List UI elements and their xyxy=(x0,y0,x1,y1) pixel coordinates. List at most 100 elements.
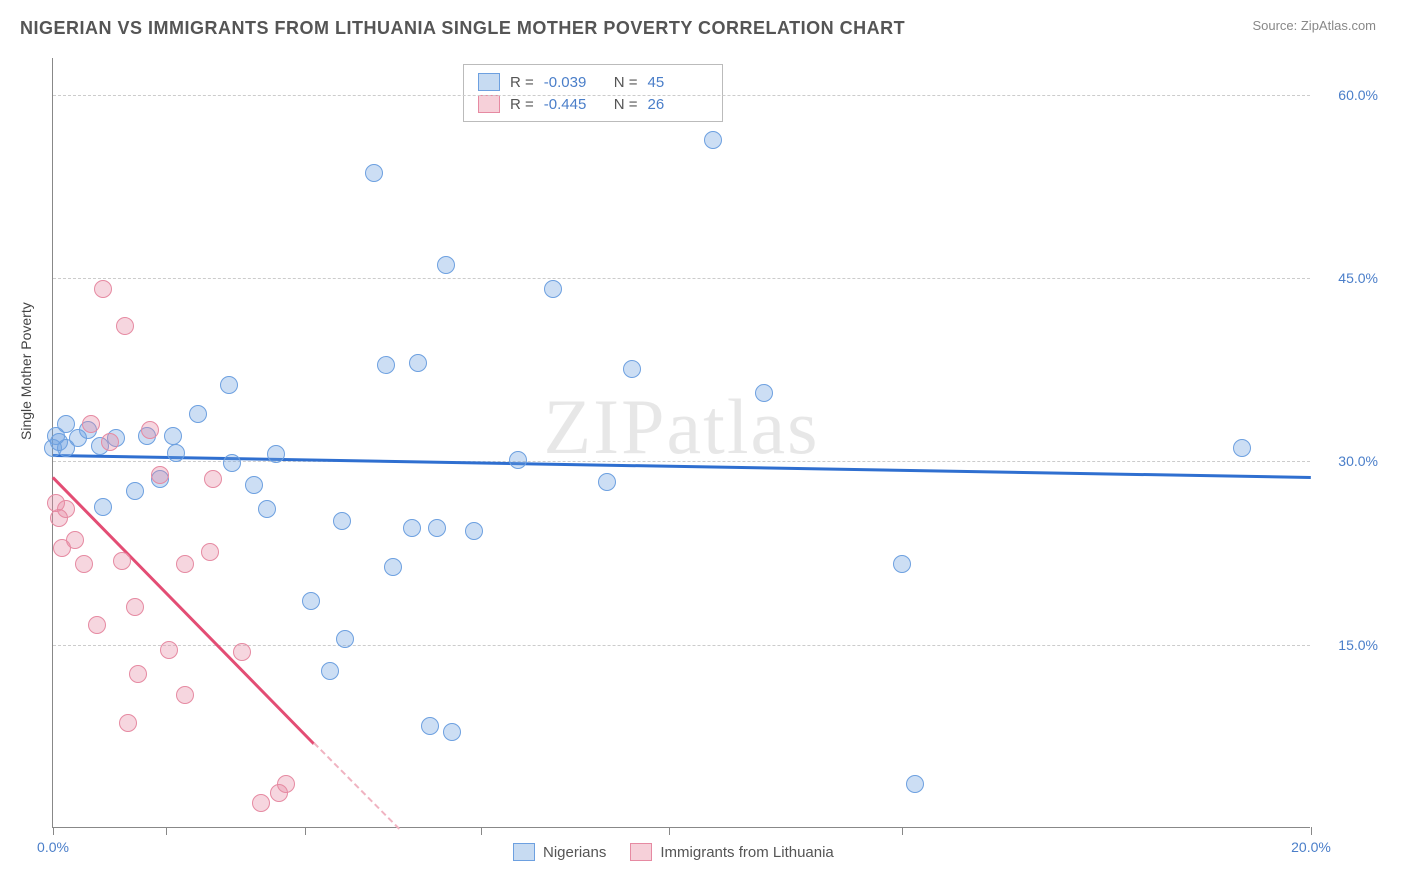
data-point xyxy=(113,552,131,570)
data-point xyxy=(252,794,270,812)
data-point xyxy=(66,531,84,549)
y-tick-label: 45.0% xyxy=(1338,270,1378,286)
source-label: Source: ZipAtlas.com xyxy=(1252,18,1376,33)
data-point xyxy=(201,543,219,561)
r-value: -0.039 xyxy=(544,74,604,91)
data-point xyxy=(377,356,395,374)
data-point xyxy=(220,376,238,394)
data-point xyxy=(1233,439,1251,457)
data-point xyxy=(544,280,562,298)
data-point xyxy=(164,427,182,445)
data-point xyxy=(94,498,112,516)
data-point xyxy=(409,354,427,372)
data-point xyxy=(465,522,483,540)
data-point xyxy=(245,476,263,494)
x-tick-label: 0.0% xyxy=(37,839,69,855)
x-tick-label: 20.0% xyxy=(1291,839,1331,855)
chart-container: ZIPatlas R = -0.039 N = 45 R = -0.445 N … xyxy=(52,58,1382,828)
corr-row-1: R = -0.445 N = 26 xyxy=(478,93,708,115)
grid-line xyxy=(53,461,1310,462)
grid-line xyxy=(53,95,1310,96)
swatch-icon xyxy=(513,843,535,861)
regression-line xyxy=(52,476,315,744)
data-point xyxy=(75,555,93,573)
data-point xyxy=(94,280,112,298)
data-point xyxy=(384,558,402,576)
x-tick xyxy=(53,827,54,835)
data-point xyxy=(126,482,144,500)
x-tick xyxy=(305,827,306,835)
data-point xyxy=(88,616,106,634)
data-point xyxy=(333,512,351,530)
data-point xyxy=(906,775,924,793)
x-tick xyxy=(481,827,482,835)
r-label: R = xyxy=(510,74,534,91)
watermark: ZIPatlas xyxy=(544,382,820,472)
x-tick xyxy=(669,827,670,835)
data-point xyxy=(119,714,137,732)
data-point xyxy=(598,473,616,491)
corr-row-0: R = -0.039 N = 45 xyxy=(478,71,708,93)
legend-label: Immigrants from Lithuania xyxy=(660,844,833,861)
data-point xyxy=(160,641,178,659)
data-point xyxy=(223,454,241,472)
data-point xyxy=(189,405,207,423)
data-point xyxy=(167,444,185,462)
data-point xyxy=(176,555,194,573)
y-tick-label: 30.0% xyxy=(1338,453,1378,469)
data-point xyxy=(176,686,194,704)
data-point xyxy=(258,500,276,518)
regression-line xyxy=(53,454,1311,478)
data-point xyxy=(126,598,144,616)
data-point xyxy=(267,445,285,463)
data-point xyxy=(141,421,159,439)
data-point xyxy=(509,451,527,469)
data-point xyxy=(129,665,147,683)
legend-item-0: Nigerians xyxy=(513,843,606,861)
n-label: N = xyxy=(614,74,638,91)
chart-title: NIGERIAN VS IMMIGRANTS FROM LITHUANIA SI… xyxy=(20,18,905,39)
data-point xyxy=(116,317,134,335)
correlation-legend: R = -0.039 N = 45 R = -0.445 N = 26 xyxy=(463,64,723,122)
legend-label: Nigerians xyxy=(543,844,606,861)
data-point xyxy=(421,717,439,735)
legend-item-1: Immigrants from Lithuania xyxy=(630,843,833,861)
data-point xyxy=(365,164,383,182)
plot-area: ZIPatlas R = -0.039 N = 45 R = -0.445 N … xyxy=(52,58,1310,828)
data-point xyxy=(437,256,455,274)
r-value: -0.445 xyxy=(544,96,604,113)
data-point xyxy=(704,131,722,149)
data-point xyxy=(403,519,421,537)
data-point xyxy=(755,384,773,402)
y-axis-label: Single Mother Poverty xyxy=(18,302,34,440)
data-point xyxy=(893,555,911,573)
data-point xyxy=(57,415,75,433)
swatch-icon xyxy=(630,843,652,861)
swatch-icon xyxy=(478,95,500,113)
data-point xyxy=(302,592,320,610)
data-point xyxy=(57,500,75,518)
data-point xyxy=(233,643,251,661)
n-value: 45 xyxy=(648,74,708,91)
data-point xyxy=(151,466,169,484)
x-tick xyxy=(902,827,903,835)
x-tick xyxy=(1311,827,1312,835)
data-point xyxy=(623,360,641,378)
swatch-icon xyxy=(478,73,500,91)
regression-line xyxy=(313,743,399,830)
r-label: R = xyxy=(510,96,534,113)
y-tick-label: 60.0% xyxy=(1338,87,1378,103)
data-point xyxy=(428,519,446,537)
data-point xyxy=(101,433,119,451)
data-point xyxy=(82,415,100,433)
n-label: N = xyxy=(614,96,638,113)
data-point xyxy=(336,630,354,648)
data-point xyxy=(204,470,222,488)
series-legend: Nigerians Immigrants from Lithuania xyxy=(513,843,834,861)
data-point xyxy=(443,723,461,741)
data-point xyxy=(277,775,295,793)
y-tick-label: 15.0% xyxy=(1338,637,1378,653)
x-tick xyxy=(166,827,167,835)
data-point xyxy=(321,662,339,680)
grid-line xyxy=(53,278,1310,279)
